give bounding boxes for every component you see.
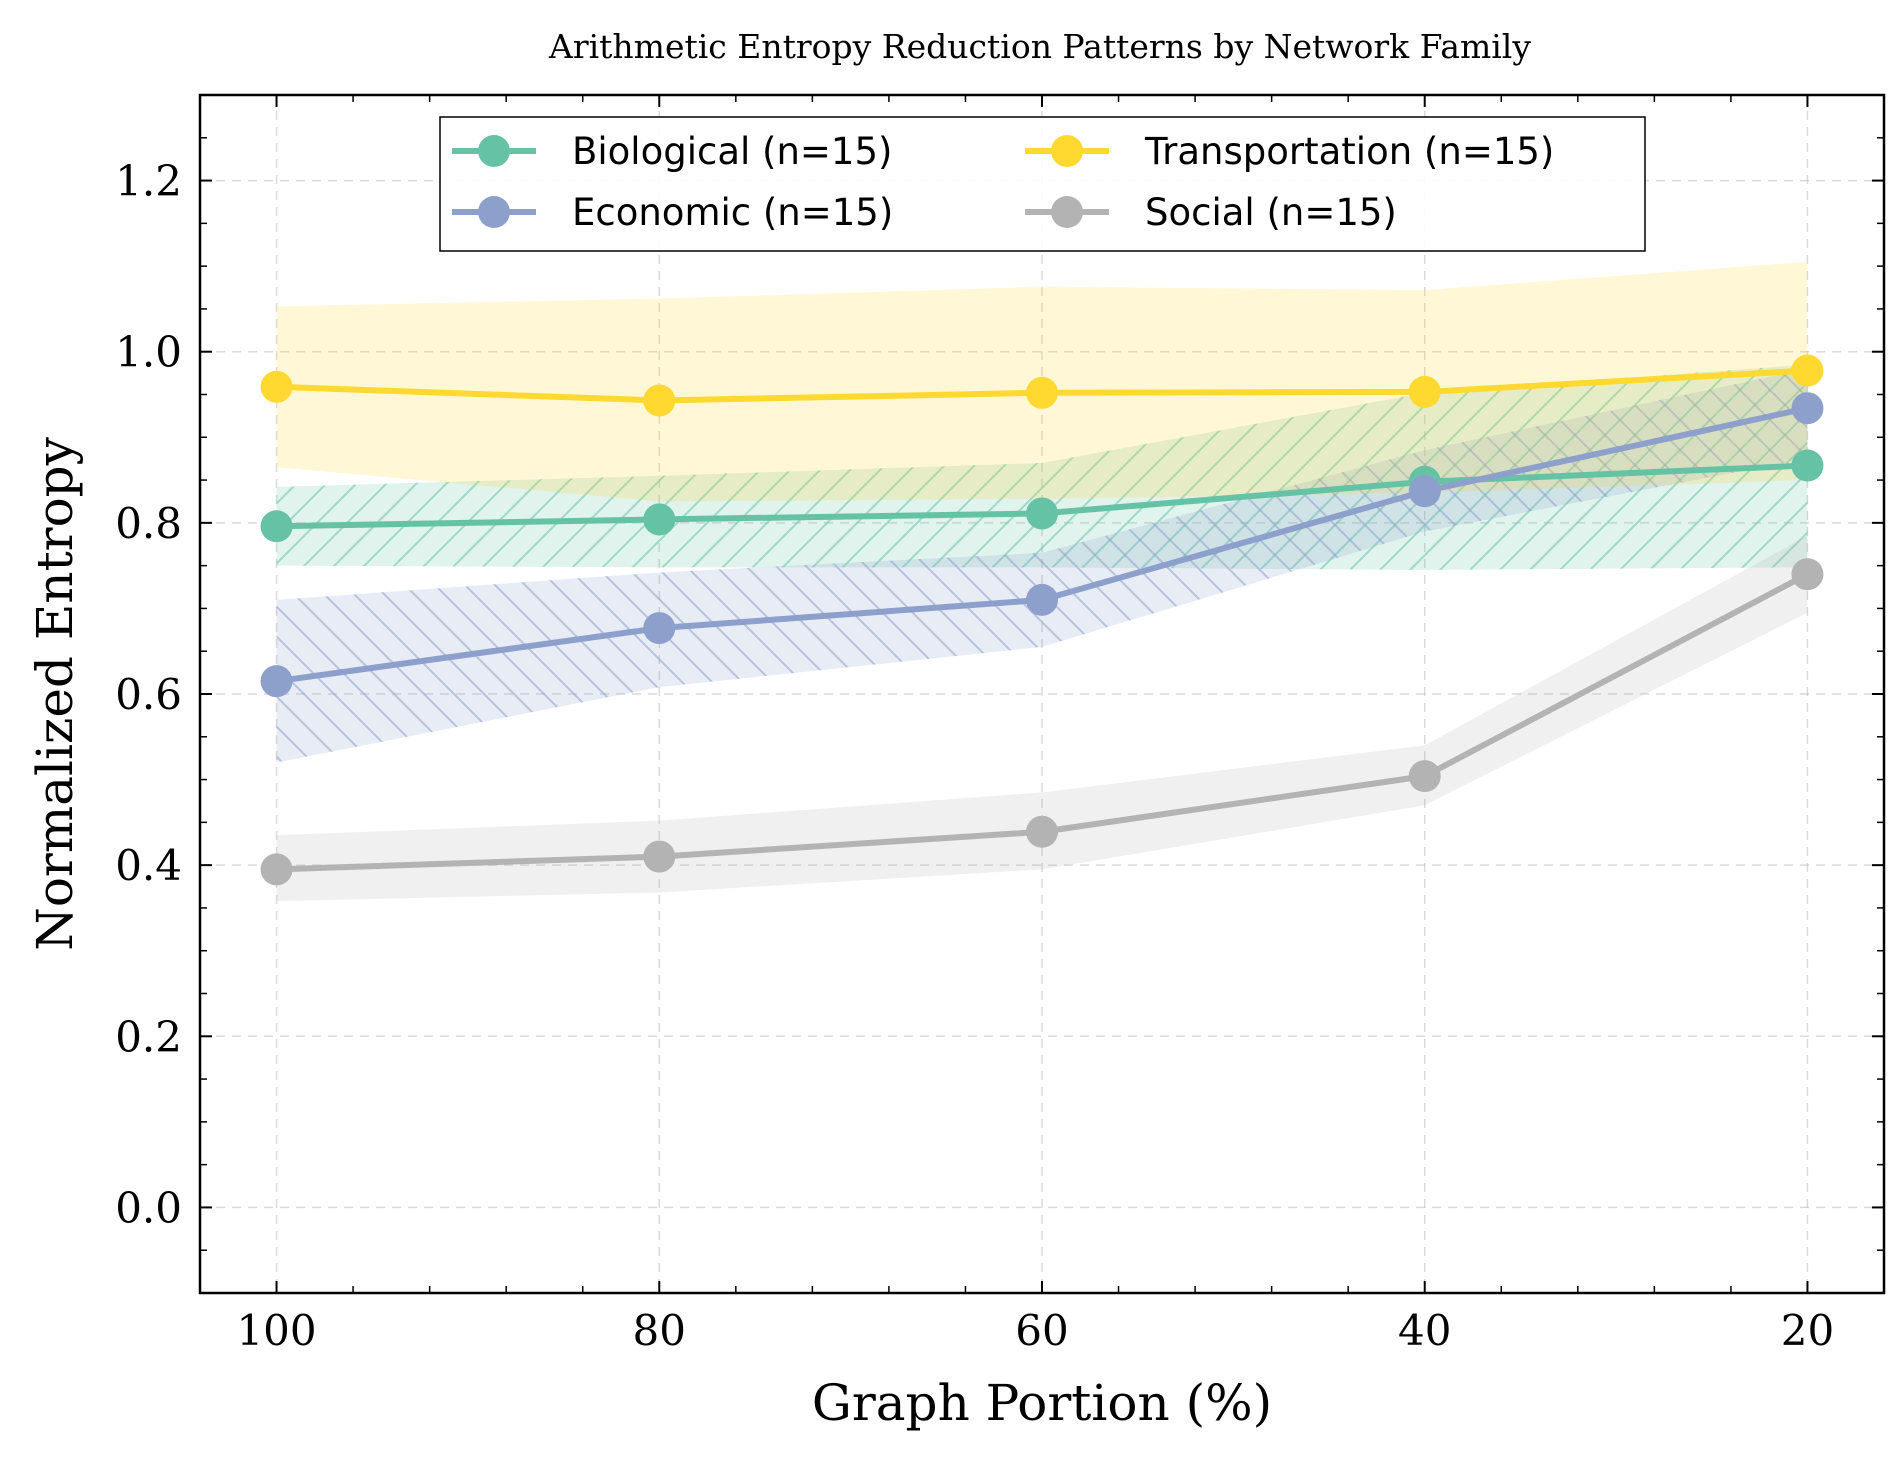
legend-label: Social (n=15) (1145, 191, 1397, 234)
data-point (1408, 760, 1441, 793)
x-tick-label: 20 (1781, 1306, 1834, 1355)
data-point (1026, 815, 1058, 848)
data-point (643, 384, 676, 417)
legend-marker (1051, 135, 1083, 167)
legend-marker (1051, 196, 1083, 228)
x-tick-label: 80 (633, 1306, 686, 1355)
axis-ticks: 0.0 0.2 0.4 0.6 0.8 1.0 1.2 100 80 60 40 20 (115, 94, 1885, 1355)
y-tick-label: 0.8 (115, 499, 182, 548)
data-point (260, 853, 293, 886)
y-tick-label: 1.2 (115, 157, 182, 206)
data-point (1791, 392, 1824, 425)
data-point (1791, 354, 1824, 387)
data-point (643, 612, 676, 645)
x-tick-label: 40 (1398, 1306, 1451, 1355)
x-tick-label: 60 (1015, 1306, 1068, 1355)
data-point (1408, 475, 1441, 508)
data-point (1026, 497, 1058, 530)
legend-marker (478, 196, 510, 228)
confidence-bands (276, 261, 1808, 902)
legend-label: Economic (n=15) (572, 191, 893, 234)
data-point (260, 370, 293, 403)
y-axis-label: Normalized Entropy (26, 436, 84, 951)
legend-marker (478, 135, 510, 167)
data-point (1408, 375, 1441, 408)
x-tick-label: 100 (236, 1306, 316, 1355)
legend-frame (439, 116, 1646, 252)
data-point (260, 510, 293, 543)
data-point (1026, 583, 1058, 616)
data-point (1791, 558, 1824, 591)
legend: Biological (n=15) Economic (n=15) Transpor… (439, 116, 1646, 252)
y-tick-label: 0.6 (115, 670, 182, 719)
y-tick-label: 0.0 (115, 1183, 182, 1232)
x-axis-label: Graph Portion (%) (812, 1374, 1272, 1432)
y-tick-label: 1.0 (115, 328, 182, 377)
series-markers (260, 354, 1824, 886)
data-point (1791, 449, 1824, 482)
y-tick-label: 0.4 (115, 841, 182, 890)
legend-label: Transportation (n=15) (1144, 130, 1554, 173)
data-point (643, 840, 676, 873)
data-point (260, 665, 293, 698)
y-tick-label: 0.2 (115, 1012, 182, 1061)
legend-label: Biological (n=15) (572, 130, 892, 173)
chart-title: Arithmetic Entropy Reduction Patterns by… (548, 27, 1531, 66)
data-point (1026, 376, 1058, 409)
data-point (643, 503, 676, 536)
